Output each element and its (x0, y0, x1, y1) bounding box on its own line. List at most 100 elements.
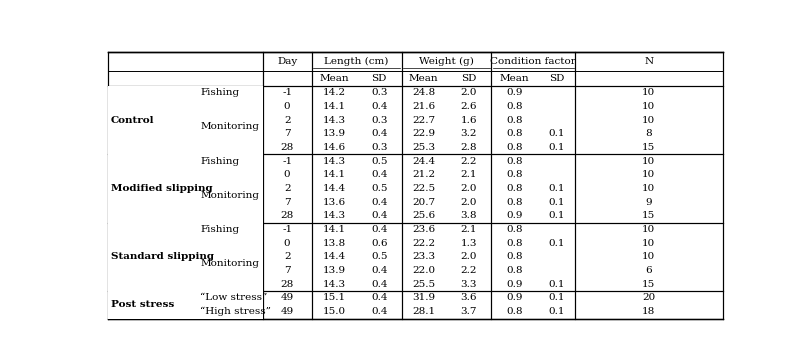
Text: 15: 15 (642, 143, 655, 152)
Text: Monitoring: Monitoring (200, 259, 259, 268)
Text: 49: 49 (280, 307, 294, 316)
Text: 31.9: 31.9 (412, 293, 435, 303)
Text: 0.4: 0.4 (371, 129, 387, 138)
Text: 0.5: 0.5 (371, 184, 387, 193)
Text: 23.3: 23.3 (412, 252, 435, 261)
Bar (108, 86, 198, 154)
Text: 22.7: 22.7 (412, 116, 435, 125)
Text: 0.1: 0.1 (548, 212, 565, 220)
Text: 8: 8 (646, 129, 652, 138)
Text: 2.2: 2.2 (460, 157, 477, 166)
Text: 6: 6 (646, 266, 652, 275)
Text: Mean: Mean (500, 74, 530, 83)
Text: 3.3: 3.3 (460, 280, 477, 289)
Text: 28.1: 28.1 (412, 307, 435, 316)
Text: 10: 10 (642, 157, 655, 166)
Text: 2.0: 2.0 (460, 184, 477, 193)
Text: Mean: Mean (409, 74, 438, 83)
Text: 22.2: 22.2 (412, 239, 435, 248)
Text: 28: 28 (280, 143, 294, 152)
Text: 24.8: 24.8 (412, 88, 435, 97)
Text: Fishing: Fishing (200, 88, 240, 97)
Text: 13.9: 13.9 (322, 129, 346, 138)
Text: “High stress”: “High stress” (200, 307, 271, 316)
Text: 18: 18 (642, 307, 655, 316)
Text: 0.8: 0.8 (506, 198, 523, 207)
Text: 0.4: 0.4 (371, 280, 387, 289)
Bar (198, 168, 262, 223)
Text: Day: Day (277, 57, 297, 66)
Text: 7: 7 (284, 129, 291, 138)
Text: 14.1: 14.1 (322, 225, 346, 234)
Text: 2.1: 2.1 (460, 170, 477, 179)
Text: 1.6: 1.6 (460, 116, 477, 125)
Text: 0: 0 (284, 102, 291, 111)
Text: 23.6: 23.6 (412, 225, 435, 234)
Text: Monitoring: Monitoring (200, 191, 259, 200)
Text: 10: 10 (642, 225, 655, 234)
Text: 3.6: 3.6 (460, 293, 477, 303)
Text: 0.4: 0.4 (371, 170, 387, 179)
Text: 0.9: 0.9 (506, 88, 523, 97)
Bar (198, 100, 262, 154)
Text: 14.3: 14.3 (322, 157, 346, 166)
Text: Post stress: Post stress (111, 300, 174, 309)
Text: 20: 20 (642, 293, 655, 303)
Text: 9: 9 (646, 198, 652, 207)
Text: 0.4: 0.4 (371, 198, 387, 207)
Text: 10: 10 (642, 88, 655, 97)
Text: 22.9: 22.9 (412, 129, 435, 138)
Text: 22.5: 22.5 (412, 184, 435, 193)
Text: N: N (644, 57, 654, 66)
Text: 0: 0 (284, 239, 291, 248)
Text: 0.1: 0.1 (548, 129, 565, 138)
Text: 0.9: 0.9 (506, 293, 523, 303)
Text: Fishing: Fishing (200, 225, 240, 234)
Text: 13.8: 13.8 (322, 239, 346, 248)
Text: 14.3: 14.3 (322, 280, 346, 289)
Text: 24.4: 24.4 (412, 157, 435, 166)
Text: 15: 15 (642, 280, 655, 289)
Text: 28: 28 (280, 212, 294, 220)
Text: 10: 10 (642, 184, 655, 193)
Text: 0.8: 0.8 (506, 266, 523, 275)
Bar (108, 223, 198, 291)
Text: Mean: Mean (319, 74, 349, 83)
Bar (198, 223, 262, 236)
Text: 2.8: 2.8 (460, 143, 477, 152)
Text: 14.6: 14.6 (322, 143, 346, 152)
Text: 0.4: 0.4 (371, 266, 387, 275)
Text: SD: SD (372, 74, 387, 83)
Text: 10: 10 (642, 252, 655, 261)
Text: 3.7: 3.7 (460, 307, 477, 316)
Text: 22.0: 22.0 (412, 266, 435, 275)
Text: 0.4: 0.4 (371, 293, 387, 303)
Text: SD: SD (461, 74, 476, 83)
Text: 15.0: 15.0 (322, 307, 346, 316)
Text: 10: 10 (642, 170, 655, 179)
Text: Fishing: Fishing (200, 157, 240, 166)
Text: 0.8: 0.8 (506, 307, 523, 316)
Text: 14.3: 14.3 (322, 212, 346, 220)
Text: 7: 7 (284, 266, 291, 275)
Text: 14.4: 14.4 (322, 184, 346, 193)
Text: 3.2: 3.2 (460, 129, 477, 138)
Text: 2.1: 2.1 (460, 225, 477, 234)
Text: Modified slipping: Modified slipping (111, 184, 212, 193)
Text: 0.1: 0.1 (548, 293, 565, 303)
Text: 0.4: 0.4 (371, 307, 387, 316)
Bar (108, 291, 198, 318)
Text: 0.8: 0.8 (506, 102, 523, 111)
Text: 0.8: 0.8 (506, 129, 523, 138)
Text: Weight (g): Weight (g) (419, 57, 474, 66)
Text: SD: SD (549, 74, 565, 83)
Text: 0.4: 0.4 (371, 212, 387, 220)
Text: Monitoring: Monitoring (200, 122, 259, 131)
Text: 25.6: 25.6 (412, 212, 435, 220)
Text: 14.1: 14.1 (322, 170, 346, 179)
Text: 25.5: 25.5 (412, 280, 435, 289)
Text: 0.8: 0.8 (506, 239, 523, 248)
Text: 0.3: 0.3 (371, 116, 387, 125)
Text: 14.1: 14.1 (322, 102, 346, 111)
Text: 3.8: 3.8 (460, 212, 477, 220)
